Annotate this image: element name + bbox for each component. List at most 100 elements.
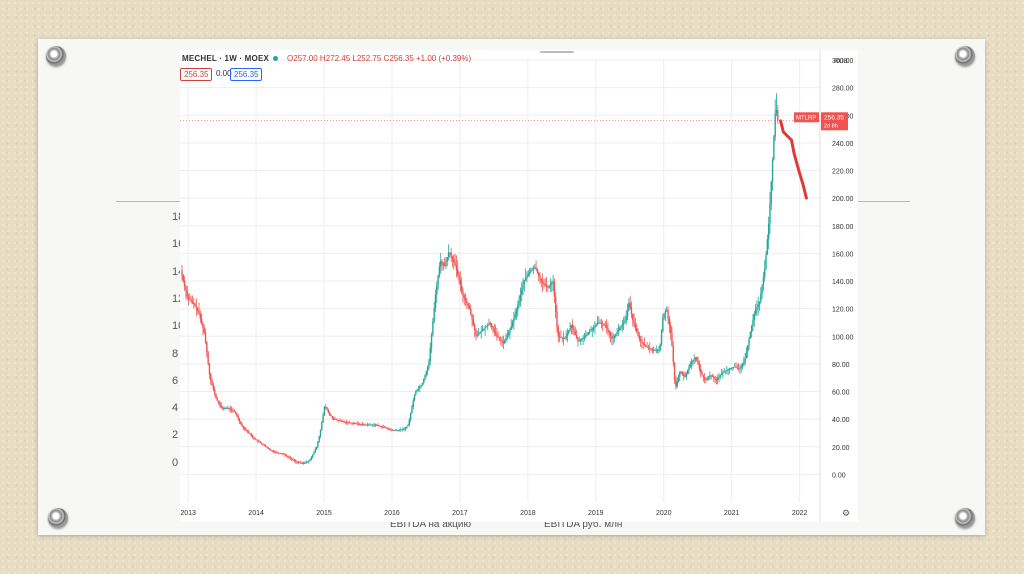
candle-body (493, 328, 495, 332)
candle-body (706, 378, 708, 380)
candle-body (710, 375, 712, 377)
candle-body (236, 413, 238, 416)
candle-body (425, 371, 428, 376)
candle-body (451, 255, 454, 259)
candle-body (306, 461, 309, 463)
candle-body (359, 423, 361, 425)
candle-body (475, 329, 477, 336)
candle-body (216, 398, 218, 401)
candle-body (420, 385, 422, 387)
candle-body (481, 329, 484, 332)
candle-body (628, 303, 630, 311)
candle-body (697, 360, 699, 365)
candle-body (632, 314, 634, 321)
candle-body (415, 390, 417, 395)
candle-body (198, 310, 200, 314)
candle-body (501, 340, 503, 342)
candle-body (773, 136, 775, 160)
candle-body (208, 363, 211, 374)
candle-body (484, 327, 486, 329)
candle-body (575, 334, 578, 338)
candle-body (181, 269, 183, 276)
candle-body (582, 337, 584, 339)
candle-body (247, 431, 250, 433)
candle-body (379, 425, 382, 427)
candle-body (777, 110, 779, 121)
symbol-tag-label: MTLRP (796, 115, 816, 121)
candle-body (436, 285, 438, 295)
background-y-tick: 4 (172, 402, 179, 415)
candle-body (289, 457, 292, 459)
settings-gear-icon[interactable]: ⚙ (842, 509, 850, 519)
candle-body (345, 422, 348, 423)
candle-body (600, 323, 603, 324)
candle-body (322, 414, 324, 423)
candle-body (309, 460, 311, 461)
candle-body (689, 363, 691, 368)
x-tick-label: 2013 (180, 510, 196, 517)
y-tick-label: 140.00 (832, 279, 854, 286)
candle-body (615, 333, 617, 336)
y-tick-label: 0.00 (832, 472, 846, 479)
price-value-box-blue[interactable]: 256.35 (230, 68, 263, 81)
candle-body (351, 422, 353, 424)
candle-body (196, 308, 199, 311)
candle-body (694, 357, 697, 359)
candle-body (639, 339, 642, 341)
candle-body (403, 428, 405, 430)
candle-body (455, 265, 458, 270)
candle-body (206, 341, 208, 353)
candle-body (664, 310, 667, 314)
candle-body (232, 410, 234, 411)
candle-body (585, 335, 587, 337)
candle-body (663, 313, 665, 319)
candle-body (240, 421, 242, 424)
candle-body (340, 420, 343, 422)
candle-body (765, 254, 767, 269)
candle-body (375, 424, 378, 426)
candle-body (633, 320, 635, 325)
candle-body (429, 347, 431, 362)
candle-body (693, 358, 695, 361)
candle-body (617, 330, 620, 332)
candle-body (655, 350, 657, 351)
candle-body (541, 281, 544, 283)
candle-body (353, 423, 356, 424)
candle-body (622, 322, 625, 325)
x-tick-label: 2017 (452, 510, 468, 517)
candle-body (609, 333, 612, 336)
candle-body (715, 379, 718, 381)
candle-body (569, 327, 571, 331)
candle-body (560, 336, 562, 338)
candle-body (396, 430, 399, 431)
candle-body (225, 408, 228, 409)
candle-body (314, 449, 316, 453)
candle-body (284, 454, 286, 456)
candle-body (517, 305, 519, 311)
candle-body (262, 443, 264, 445)
y-tick-label: 280.00 (832, 86, 854, 93)
candle-body (381, 426, 383, 428)
candle-body (447, 252, 450, 257)
candle-body (404, 428, 407, 429)
price-value-box[interactable]: 256.35 (180, 68, 213, 81)
y-tick-label: 180.00 (832, 224, 854, 231)
candle-body (368, 424, 370, 426)
candle-body (372, 424, 374, 426)
chart-panel[interactable]: 0.00 20.00 40.00 60.00 80.00 100.00 120.00 140.… (180, 50, 858, 522)
price-chart[interactable]: 0.00 20.00 40.00 60.00 80.00 100.00 120.00 140.… (180, 50, 858, 522)
candle-body (586, 334, 588, 336)
x-tick-label: 2022 (792, 510, 808, 517)
candle-body (643, 343, 646, 346)
candle-body (713, 376, 715, 379)
candle-body (446, 256, 448, 262)
x-tick-label: 2020 (656, 510, 672, 517)
candle-body (366, 424, 369, 426)
chart-legend: MECHEL · 1W · MOEX O257.00 H272.45 L252.7… (182, 54, 471, 63)
candle-body (743, 362, 745, 365)
candle-body (419, 386, 421, 389)
candle-body (480, 331, 482, 333)
drag-handle[interactable] (540, 51, 574, 53)
candle-body (723, 371, 725, 373)
candle-body (762, 277, 765, 286)
